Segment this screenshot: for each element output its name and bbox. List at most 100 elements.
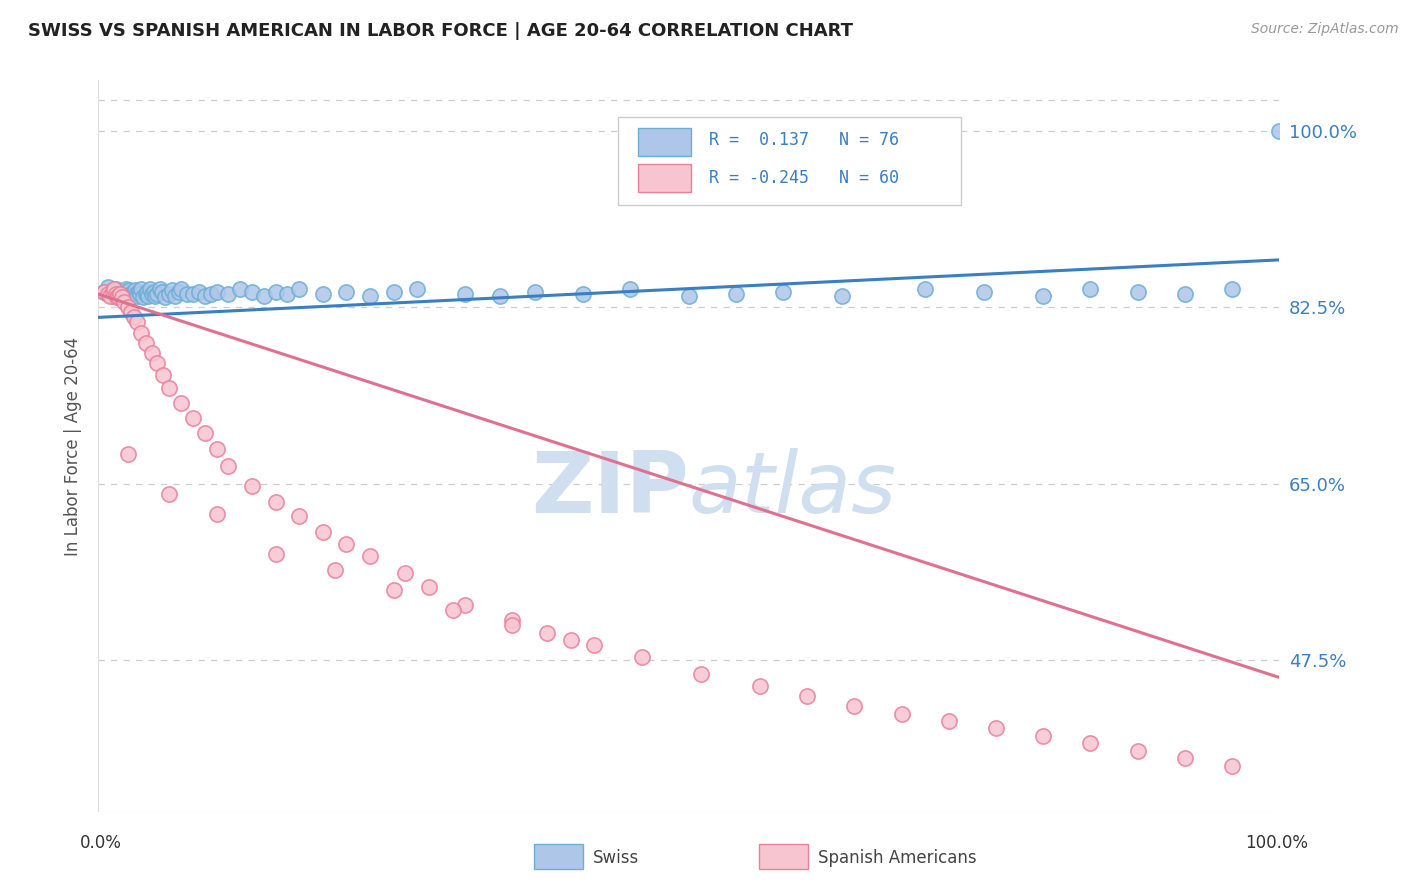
Point [489, 289, 512, 303]
Point [583, 638, 606, 652]
Point [418, 580, 440, 594]
Point [103, 282, 125, 296]
Point [135, 285, 157, 300]
Point [1268, 124, 1291, 138]
Point [240, 479, 263, 493]
Point [335, 285, 357, 300]
Point [217, 458, 239, 473]
Point [382, 582, 405, 597]
Point [194, 426, 217, 441]
Text: 0.0%: 0.0% [80, 834, 122, 852]
Point [136, 289, 159, 303]
Point [97, 287, 120, 301]
Point [129, 326, 152, 340]
Point [1126, 285, 1149, 300]
Point [938, 714, 960, 728]
Point [200, 287, 222, 301]
Point [98, 287, 121, 301]
Point [122, 285, 145, 300]
Point [1080, 282, 1102, 296]
Point [120, 289, 142, 303]
Point [146, 287, 169, 301]
Point [394, 566, 416, 580]
Point [157, 287, 180, 301]
Point [97, 280, 120, 294]
Point [176, 287, 198, 301]
Point [240, 285, 263, 300]
Point [127, 315, 149, 329]
FancyBboxPatch shape [619, 117, 960, 204]
Point [129, 282, 152, 296]
Point [748, 679, 770, 693]
Point [831, 289, 853, 303]
Point [157, 487, 180, 501]
Point [132, 290, 155, 304]
Point [312, 287, 335, 301]
Point [890, 706, 912, 721]
Point [276, 287, 298, 301]
Point [359, 549, 381, 564]
Point [229, 282, 252, 296]
Point [1032, 289, 1054, 303]
Point [139, 282, 162, 296]
Point [108, 287, 131, 301]
Text: Spanish Americans: Spanish Americans [818, 849, 977, 867]
Text: Source: ZipAtlas.com: Source: ZipAtlas.com [1251, 22, 1399, 37]
Y-axis label: In Labor Force | Age 20-64: In Labor Force | Age 20-64 [63, 336, 82, 556]
Point [93, 285, 115, 300]
Point [117, 446, 139, 460]
Point [205, 507, 228, 521]
Point [105, 282, 128, 296]
Point [619, 282, 641, 296]
Text: Swiss: Swiss [593, 849, 640, 867]
Point [536, 626, 558, 640]
Point [115, 287, 138, 301]
Point [335, 537, 357, 551]
Point [141, 287, 163, 301]
Point [205, 285, 228, 300]
Point [142, 285, 165, 300]
Point [114, 282, 136, 296]
Point [1174, 287, 1197, 301]
Point [128, 285, 150, 300]
Point [117, 285, 139, 300]
Text: ZIP: ZIP [531, 449, 689, 532]
Point [914, 282, 936, 296]
Text: SWISS VS SPANISH AMERICAN IN LABOR FORCE | AGE 20-64 CORRELATION CHART: SWISS VS SPANISH AMERICAN IN LABOR FORCE… [28, 22, 853, 40]
Point [157, 381, 180, 395]
Point [101, 285, 124, 300]
Point [194, 289, 217, 303]
Point [984, 721, 1007, 735]
Point [165, 289, 187, 303]
Point [105, 286, 128, 301]
Point [111, 290, 134, 304]
Point [122, 310, 145, 325]
Point [141, 345, 163, 359]
Point [1220, 282, 1243, 296]
Point [128, 287, 150, 301]
Point [118, 283, 141, 297]
Point [98, 289, 121, 303]
Point [678, 289, 700, 303]
Point [112, 287, 135, 301]
Text: 100.0%: 100.0% [1246, 834, 1308, 852]
Point [135, 335, 157, 350]
Point [187, 285, 209, 300]
Point [1126, 744, 1149, 758]
Point [170, 396, 193, 410]
Point [105, 287, 128, 301]
Point [323, 563, 346, 577]
Point [117, 300, 139, 314]
Point [630, 650, 652, 665]
Point [264, 548, 287, 562]
Point [689, 666, 711, 681]
Point [359, 289, 381, 303]
Point [973, 285, 995, 300]
Point [101, 283, 124, 297]
Point [1174, 751, 1197, 765]
Point [501, 613, 523, 627]
Point [1220, 759, 1243, 773]
Point [121, 287, 143, 301]
Point [725, 287, 748, 301]
Point [153, 290, 176, 304]
